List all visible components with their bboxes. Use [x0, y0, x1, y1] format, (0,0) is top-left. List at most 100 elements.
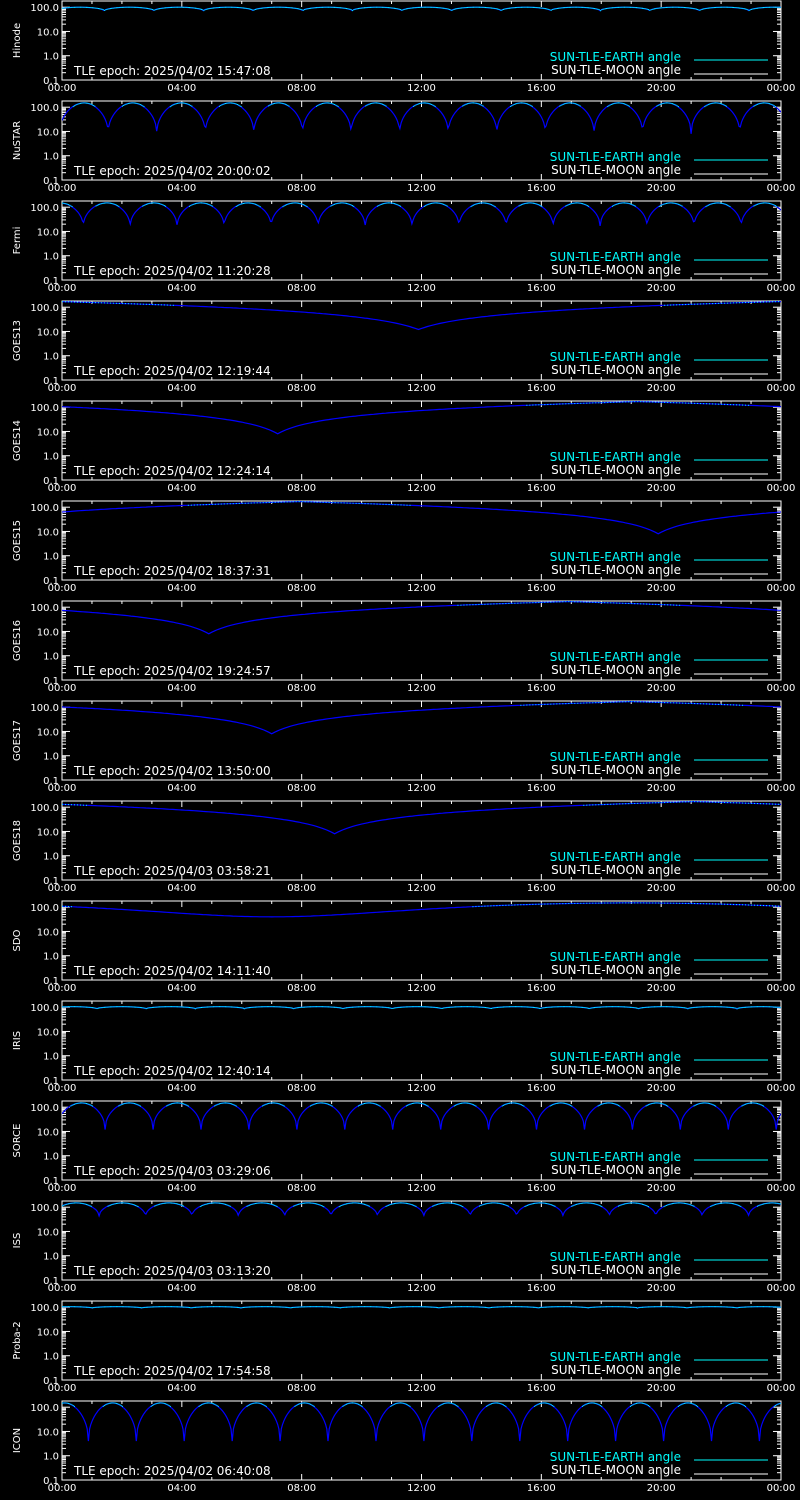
curve-highlight-point	[479, 6, 481, 8]
curve-highlight-point	[107, 202, 109, 204]
curve-highlight-point	[576, 1006, 578, 1008]
curve-highlight-point	[408, 1006, 410, 1008]
curve-highlight-point	[299, 8, 301, 10]
curve-highlight-point	[415, 1006, 417, 1008]
curve-highlight-point	[770, 1006, 772, 1008]
curve-highlight-point	[657, 7, 659, 9]
curve-highlight-point	[402, 1006, 404, 1008]
curve-highlight-point	[705, 105, 707, 107]
curve-highlight-point	[302, 9, 304, 11]
curve-highlight-point	[574, 1204, 576, 1206]
curve-highlight-point	[755, 7, 757, 9]
curve-highlight-point	[550, 703, 552, 705]
curve-highlight-point	[772, 204, 774, 206]
curve-highlight-point	[335, 6, 337, 8]
curve-highlight-point	[340, 502, 342, 504]
curve-highlight-point	[190, 1007, 192, 1009]
curve-highlight-point	[367, 1205, 369, 1207]
curve-highlight-point	[652, 1102, 654, 1104]
curve-highlight-point	[541, 1007, 543, 1009]
curve-highlight-point	[196, 1007, 198, 1009]
curve-highlight-point	[244, 202, 246, 204]
curve-highlight-point	[765, 6, 767, 8]
curve-highlight-point	[540, 1007, 542, 1009]
curve-highlight-point	[167, 7, 169, 9]
curve-highlight-point	[742, 1006, 744, 1008]
curve-highlight-point	[655, 401, 657, 403]
curve-highlight-point	[722, 103, 724, 105]
x-tick-label: 20:00	[647, 683, 676, 694]
curve-highlight-point	[404, 1202, 406, 1204]
curve-highlight-point	[487, 1202, 489, 1204]
curve-highlight-point	[153, 202, 155, 204]
curve-highlight-point	[641, 7, 643, 9]
curve-highlight-point	[81, 1202, 83, 1204]
curve-highlight-point	[470, 6, 472, 8]
curve-highlight-point	[718, 6, 720, 8]
curve-highlight-point	[645, 1105, 647, 1107]
curve-highlight-point	[614, 1006, 616, 1008]
curve-highlight-point	[300, 203, 302, 205]
curve-highlight-point	[78, 103, 80, 105]
curve-highlight-point	[102, 1006, 104, 1008]
curve-highlight-point	[197, 202, 199, 204]
curve-highlight-point	[520, 704, 522, 706]
curve-highlight-point	[113, 1203, 115, 1205]
curve-highlight-point	[121, 105, 123, 107]
curve-highlight-point	[299, 1203, 301, 1205]
curve-highlight-point	[779, 1203, 781, 1205]
curve-highlight-point	[526, 202, 528, 204]
curve-highlight-point	[731, 6, 733, 8]
curve-highlight-point	[236, 6, 238, 8]
curve-highlight-point	[670, 902, 672, 904]
curve-highlight-point	[613, 602, 615, 604]
curve-highlight-point	[131, 102, 133, 104]
curve-highlight-point	[311, 1202, 313, 1204]
curve-highlight-point	[106, 202, 108, 204]
curve-highlight-point	[157, 1306, 159, 1308]
curve-highlight-point	[232, 1306, 234, 1308]
curve-highlight-point	[356, 8, 358, 10]
curve-highlight-point	[541, 404, 543, 406]
curve-highlight-point	[432, 202, 434, 204]
curve-highlight-point	[214, 1202, 216, 1204]
curve-highlight-point	[718, 903, 720, 905]
curve-highlight-point	[723, 104, 725, 106]
curve-highlight-point	[443, 7, 445, 9]
curve-highlight-point	[349, 8, 351, 10]
curve-highlight-point	[429, 6, 431, 8]
curve-highlight-point	[752, 8, 754, 10]
legend-moon-label: SUN-TLE-MOON angle	[551, 63, 681, 77]
curve-highlight-point	[123, 1306, 125, 1308]
curve-highlight-point	[713, 7, 715, 9]
curve-highlight-point	[326, 1006, 328, 1008]
curve-highlight-point	[157, 304, 159, 306]
tle-epoch-text: TLE epoch: 2025/04/02 12:24:14	[73, 464, 271, 478]
curve-highlight-point	[595, 804, 597, 806]
curve-highlight-point	[341, 202, 343, 204]
curve-highlight-point	[622, 701, 624, 703]
curve-highlight-point	[100, 302, 102, 304]
curve-highlight-point	[608, 1102, 610, 1104]
panel-goes18: 100.010.01.00.100:00 04:00 08:00 12:00 16:00…	[12, 800, 795, 894]
curve-highlight-point	[175, 6, 177, 8]
curve-highlight-point	[772, 104, 774, 106]
curve-highlight-point	[649, 1006, 651, 1008]
legend-moon-label: SUN-TLE-MOON angle	[551, 163, 681, 177]
curve-highlight-point	[135, 1006, 137, 1008]
curve-highlight-point	[156, 1204, 158, 1206]
curve-highlight-point	[83, 102, 85, 104]
curve-highlight-point	[305, 205, 307, 207]
curve-highlight-point	[718, 703, 720, 705]
curve-highlight-point	[94, 1007, 96, 1009]
curve-highlight-point	[87, 1204, 89, 1206]
curve-highlight-point	[317, 105, 319, 107]
curve-highlight-point	[709, 403, 711, 405]
y-tick-label: 100.0	[30, 603, 59, 614]
curve-highlight-point	[172, 1006, 174, 1008]
curve-highlight-point	[746, 1103, 748, 1105]
curve-highlight-point	[411, 1103, 413, 1105]
curve-highlight-point	[644, 1006, 646, 1008]
curve-highlight-point	[574, 6, 576, 8]
curve-highlight-point	[567, 102, 569, 104]
